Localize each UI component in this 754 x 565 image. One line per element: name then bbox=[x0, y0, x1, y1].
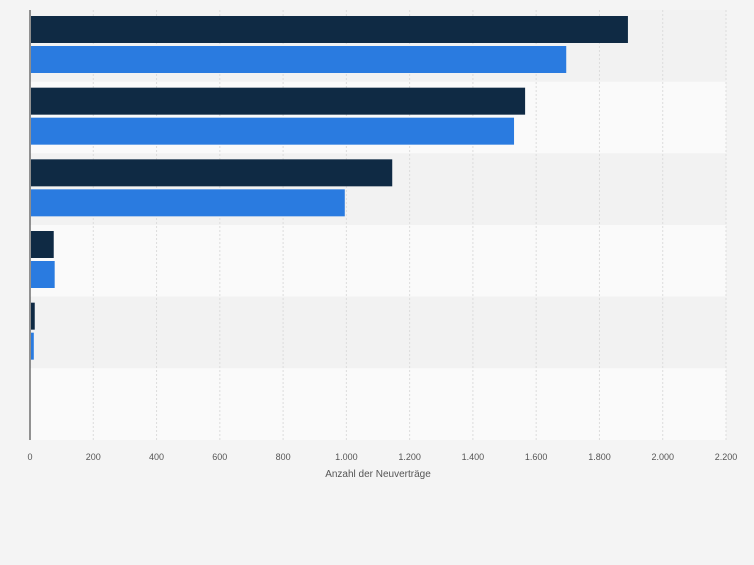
row-bands bbox=[30, 10, 726, 440]
x-tick-label: 800 bbox=[276, 452, 291, 462]
row-band bbox=[30, 296, 726, 369]
x-tick-label: 1.800 bbox=[588, 452, 611, 462]
x-tick-label: 0 bbox=[27, 452, 32, 462]
x-tick-label: 600 bbox=[212, 452, 227, 462]
x-tick-label: 2.200 bbox=[715, 452, 738, 462]
x-tick-label: 400 bbox=[149, 452, 164, 462]
bar-series-1-row-2 bbox=[31, 87, 526, 115]
bar-series-1-row-1 bbox=[31, 16, 628, 43]
x-tick-label: 1.200 bbox=[398, 452, 421, 462]
row-band bbox=[30, 368, 726, 440]
x-axis-ticks: 0 200 400 600 800 1.000 1.200 1.400 1.600 1.800 2.… bbox=[27, 452, 737, 462]
bar-series-1-row-3 bbox=[31, 159, 393, 187]
bar-series-1-row-5 bbox=[31, 302, 35, 330]
x-tick-label: 2.000 bbox=[651, 452, 674, 462]
bar-series-2-row-5 bbox=[31, 332, 34, 360]
bar-series-2-row-3 bbox=[31, 189, 345, 217]
x-tick-label: 200 bbox=[86, 452, 101, 462]
x-tick-label: 1.400 bbox=[462, 452, 485, 462]
bars bbox=[31, 16, 628, 360]
bar-series-1-row-4 bbox=[31, 231, 54, 258]
bar-series-2-row-1 bbox=[31, 46, 567, 73]
x-axis-label: Anzahl der Neuverträge bbox=[325, 469, 431, 480]
x-tick-label: 1.000 bbox=[335, 452, 358, 462]
bar-series-2-row-4 bbox=[31, 261, 55, 288]
row-band bbox=[30, 225, 726, 297]
bar-series-2-row-2 bbox=[31, 117, 515, 145]
x-tick-label: 1.600 bbox=[525, 452, 548, 462]
